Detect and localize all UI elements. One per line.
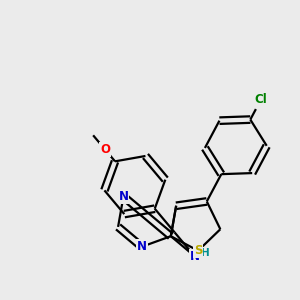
Text: N: N	[137, 240, 147, 253]
Text: Cl: Cl	[254, 93, 267, 106]
Text: N: N	[118, 190, 128, 203]
Text: N: N	[190, 250, 200, 262]
Text: H: H	[201, 248, 210, 258]
Text: S: S	[194, 244, 202, 257]
Text: O: O	[100, 143, 110, 156]
